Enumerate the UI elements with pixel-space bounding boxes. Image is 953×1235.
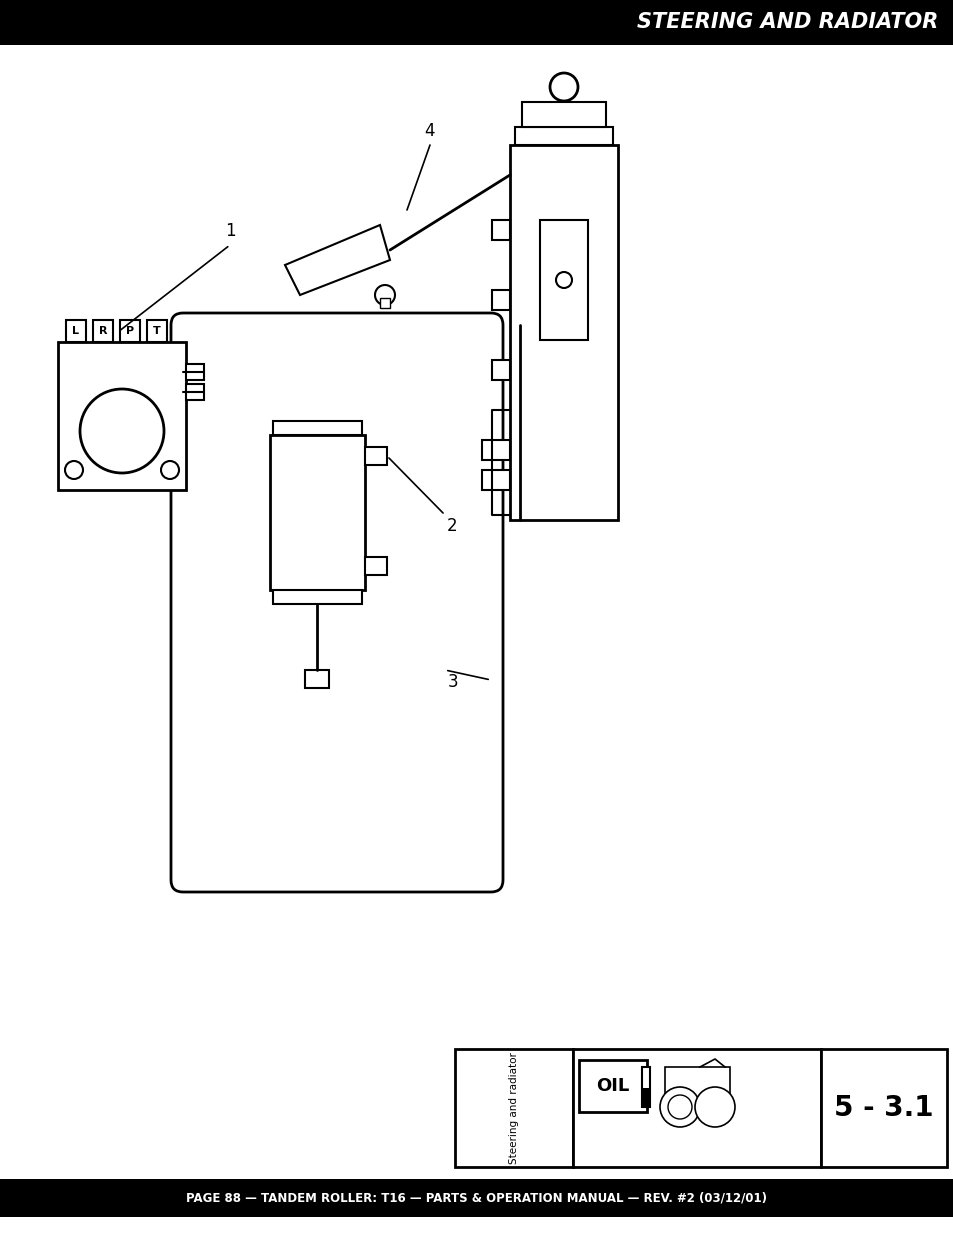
Bar: [0, 1179, 953, 1216]
Bar: [573, 1049, 821, 1167]
Bar: [379, 298, 390, 308]
Circle shape: [659, 1087, 700, 1128]
Text: 3: 3: [448, 673, 458, 692]
Text: L: L: [72, 326, 79, 336]
Text: T: T: [153, 326, 161, 336]
Circle shape: [556, 272, 572, 288]
Circle shape: [65, 461, 83, 479]
FancyBboxPatch shape: [171, 312, 502, 892]
Text: OIL: OIL: [596, 1077, 629, 1095]
Bar: [120, 320, 140, 342]
Text: P: P: [126, 326, 134, 336]
Bar: [821, 1049, 946, 1167]
Bar: [455, 1049, 573, 1167]
Text: 2: 2: [447, 517, 457, 535]
Circle shape: [375, 285, 395, 305]
Bar: [521, 103, 605, 127]
Bar: [365, 557, 387, 576]
Circle shape: [550, 73, 578, 101]
Circle shape: [161, 461, 179, 479]
Bar: [641, 1067, 649, 1107]
Bar: [270, 435, 365, 590]
Circle shape: [341, 249, 357, 266]
Bar: [92, 320, 112, 342]
Text: 5 - 3.1: 5 - 3.1: [833, 1094, 933, 1123]
Polygon shape: [285, 225, 390, 295]
Bar: [642, 1088, 648, 1107]
Bar: [58, 342, 186, 490]
Bar: [147, 320, 167, 342]
Bar: [492, 359, 510, 380]
Bar: [273, 421, 361, 435]
Circle shape: [695, 1087, 734, 1128]
Text: PAGE 88 — TANDEM ROLLER: T16 — PARTS & OPERATION MANUAL — REV. #2 (03/12/01): PAGE 88 — TANDEM ROLLER: T16 — PARTS & O…: [186, 1192, 767, 1204]
Circle shape: [667, 1095, 691, 1119]
Bar: [664, 1067, 729, 1105]
Bar: [0, 0, 953, 44]
Bar: [186, 384, 204, 400]
Text: 1: 1: [225, 222, 235, 240]
Bar: [481, 440, 510, 459]
Bar: [539, 220, 587, 340]
Bar: [492, 220, 510, 240]
Bar: [305, 671, 329, 688]
Bar: [481, 471, 510, 490]
Bar: [492, 290, 510, 310]
Bar: [515, 127, 613, 144]
Text: Steering and radiator: Steering and radiator: [509, 1052, 518, 1163]
Bar: [273, 590, 361, 604]
Bar: [510, 144, 618, 520]
Circle shape: [80, 389, 164, 473]
Bar: [365, 447, 387, 466]
Bar: [66, 320, 86, 342]
Circle shape: [312, 261, 328, 275]
Bar: [578, 1060, 646, 1112]
Text: R: R: [99, 326, 107, 336]
Text: 4: 4: [424, 122, 435, 140]
Text: STEERING AND RADIATOR: STEERING AND RADIATOR: [636, 12, 937, 32]
Bar: [186, 364, 204, 380]
